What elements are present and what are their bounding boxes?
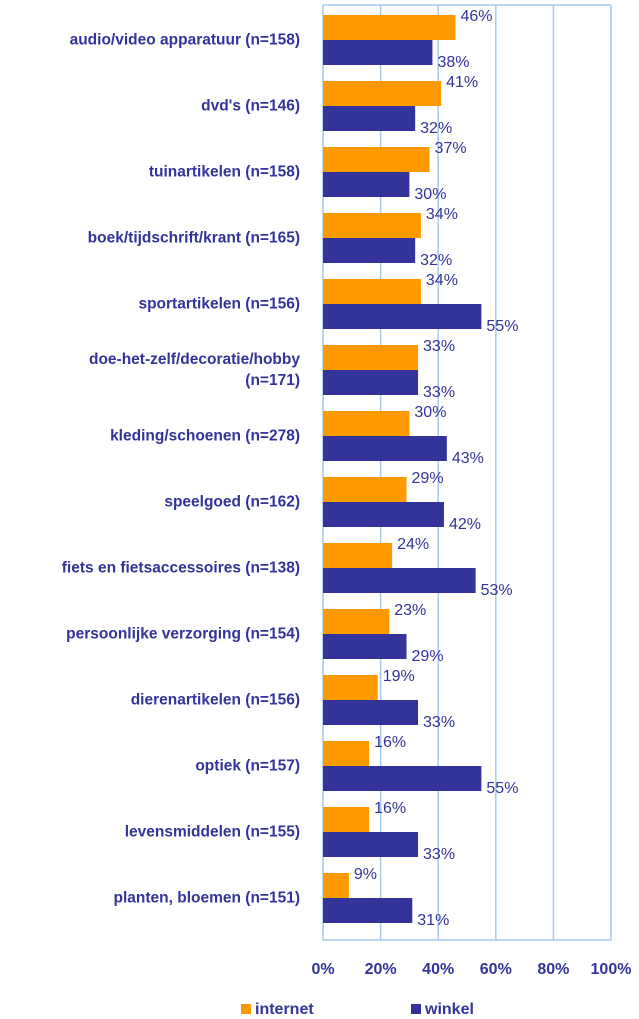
- value-label: 33%: [423, 384, 455, 401]
- value-label: 30%: [414, 186, 446, 203]
- value-label: 16%: [374, 800, 406, 817]
- category-label: dvd's (n=146): [201, 97, 300, 115]
- x-tick-label: 100%: [591, 961, 632, 978]
- bar: [323, 609, 390, 634]
- value-label: 42%: [449, 516, 481, 533]
- value-label: 29%: [412, 470, 444, 487]
- value-label: 23%: [394, 602, 426, 619]
- category-label: levensmiddelen (n=155): [124, 823, 300, 841]
- x-tick-label: 80%: [537, 961, 569, 978]
- category-label: tuinartikelen (n=158): [148, 163, 300, 181]
- value-label: 24%: [397, 536, 429, 553]
- value-label: 55%: [486, 780, 518, 797]
- value-label: 19%: [383, 668, 415, 685]
- legend-swatch: [241, 1004, 251, 1014]
- x-tick-label: 60%: [480, 961, 512, 978]
- bar: [323, 873, 349, 898]
- bar: [323, 700, 419, 725]
- value-label: 55%: [486, 318, 518, 335]
- bar: [323, 106, 416, 131]
- bar: [323, 807, 370, 832]
- bar: [323, 502, 444, 527]
- bar: [323, 741, 370, 766]
- category-label: persoonlijke verzorging (n=154): [66, 625, 300, 643]
- category-label: audio/video apparatuur (n=158): [69, 31, 300, 49]
- value-label: 37%: [435, 140, 467, 157]
- bar: [323, 634, 407, 659]
- category-label: sportartikelen (n=156): [138, 295, 300, 313]
- value-label: 53%: [481, 582, 513, 599]
- category-label: boek/tijdschrift/krant (n=165): [87, 229, 300, 247]
- bar: [323, 675, 378, 700]
- value-label: 43%: [452, 450, 484, 467]
- legend-swatch: [411, 1004, 421, 1014]
- bar: [323, 543, 393, 568]
- bar: [323, 345, 419, 370]
- bar: [323, 213, 421, 238]
- bar: [323, 81, 442, 106]
- legend-label: internet: [255, 1001, 314, 1018]
- legend-label: winkel: [424, 1001, 474, 1018]
- bar: [323, 766, 482, 791]
- bar: [323, 898, 413, 923]
- value-label: 30%: [414, 404, 446, 421]
- value-label: 38%: [437, 54, 469, 71]
- value-label: 32%: [420, 120, 452, 137]
- category-label: fiets en fietsaccessoires (n=138): [61, 559, 300, 577]
- value-label: 16%: [374, 734, 406, 751]
- bar: [323, 477, 407, 502]
- x-tick-label: 40%: [422, 961, 454, 978]
- category-label: doe-het-zelf/decoratie/hobby (n=171): [89, 351, 300, 389]
- value-label: 9%: [354, 866, 377, 883]
- value-label: 29%: [412, 648, 444, 665]
- bar: [323, 411, 410, 436]
- bar: [323, 304, 482, 329]
- value-label: 41%: [446, 74, 478, 91]
- category-label: dierenartikelen (n=156): [130, 691, 300, 709]
- x-tick-label: 0%: [311, 961, 334, 978]
- bar: [323, 15, 456, 40]
- bar: [323, 147, 430, 172]
- value-label: 33%: [423, 338, 455, 355]
- value-label: 46%: [460, 8, 492, 25]
- value-label: 33%: [423, 846, 455, 863]
- value-label: 32%: [420, 252, 452, 269]
- value-label: 31%: [417, 912, 449, 929]
- bar: [323, 832, 419, 857]
- bar: [323, 568, 476, 593]
- bar: [323, 238, 416, 263]
- x-tick-label: 20%: [365, 961, 397, 978]
- category-label: kleding/schoenen (n=278): [110, 427, 300, 445]
- bar: [323, 172, 410, 197]
- category-label: planten, bloemen (n=151): [113, 889, 300, 907]
- bar: [323, 279, 421, 304]
- bar: [323, 40, 433, 65]
- value-label: 34%: [426, 272, 458, 289]
- value-label: 33%: [423, 714, 455, 731]
- value-label: 34%: [426, 206, 458, 223]
- bar: [323, 370, 419, 395]
- category-label: optiek (n=157): [195, 757, 300, 775]
- bar: [323, 436, 447, 461]
- category-label: speelgoed (n=162): [164, 493, 300, 511]
